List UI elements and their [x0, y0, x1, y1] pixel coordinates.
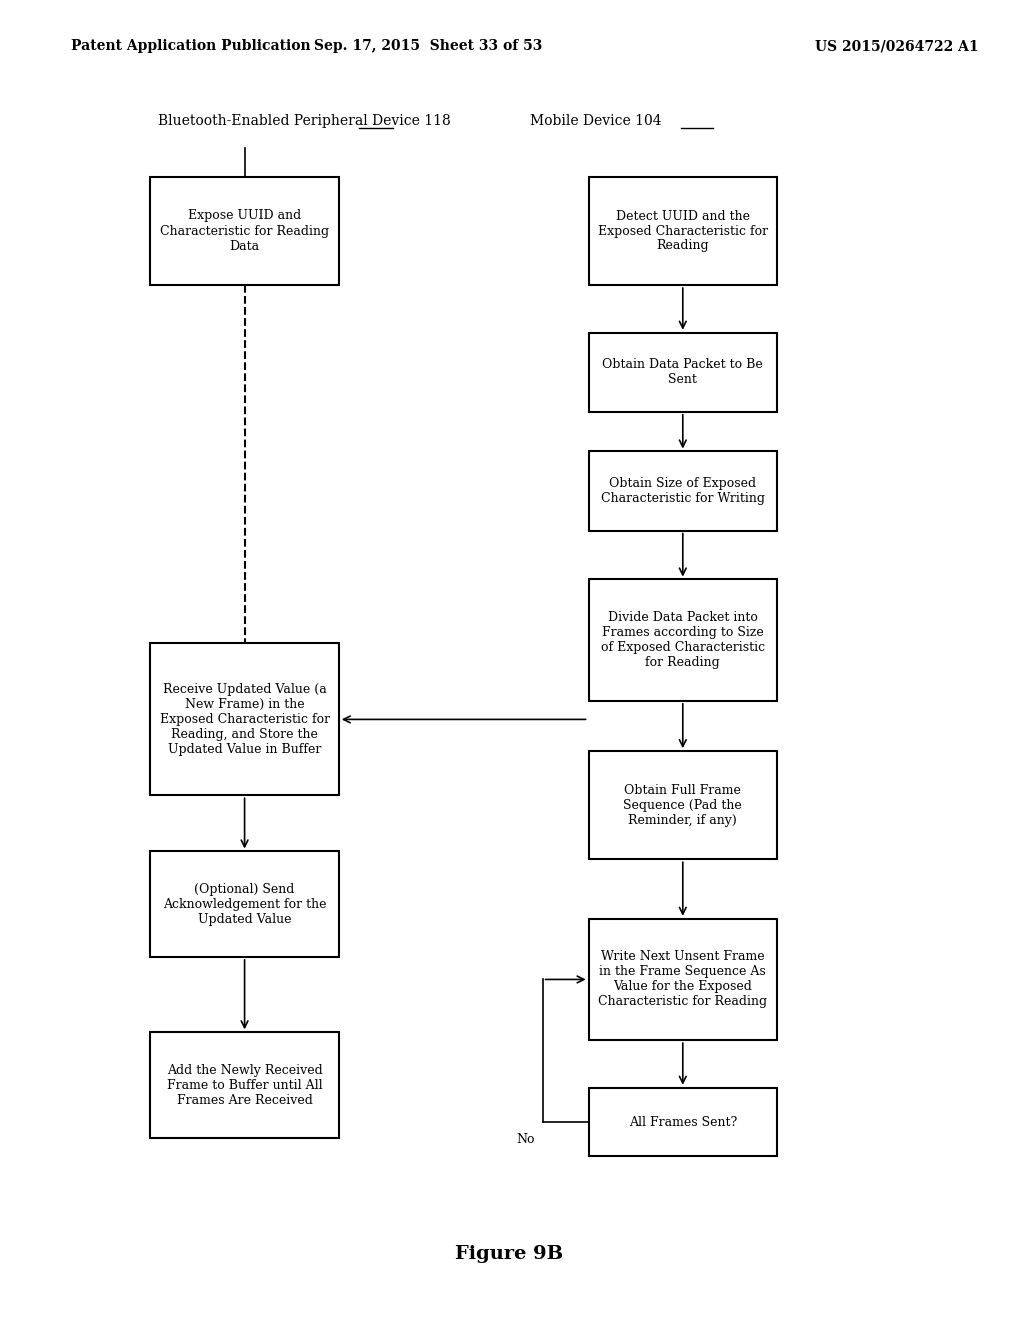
Text: US 2015/0264722 A1: US 2015/0264722 A1: [815, 40, 979, 53]
Text: Write Next Unsent Frame
in the Frame Sequence As
Value for the Exposed
Character: Write Next Unsent Frame in the Frame Seq…: [598, 950, 767, 1008]
FancyBboxPatch shape: [151, 1032, 339, 1138]
FancyBboxPatch shape: [151, 851, 339, 957]
Text: (Optional) Send
Acknowledgement for the
Updated Value: (Optional) Send Acknowledgement for the …: [163, 883, 327, 925]
Text: Bluetooth-Enabled Peripheral Device 118: Bluetooth-Enabled Peripheral Device 118: [158, 115, 451, 128]
Text: Mobile Device 104: Mobile Device 104: [530, 115, 662, 128]
Text: No: No: [516, 1133, 535, 1146]
FancyBboxPatch shape: [589, 579, 777, 701]
Text: Receive Updated Value (a
New Frame) in the
Exposed Characteristic for
Reading, a: Receive Updated Value (a New Frame) in t…: [160, 682, 330, 756]
FancyBboxPatch shape: [589, 1088, 777, 1156]
Text: Detect UUID and the
Exposed Characteristic for
Reading: Detect UUID and the Exposed Characterist…: [598, 210, 768, 252]
Text: Expose UUID and
Characteristic for Reading
Data: Expose UUID and Characteristic for Readi…: [160, 210, 329, 252]
FancyBboxPatch shape: [589, 919, 777, 1040]
Text: Figure 9B: Figure 9B: [456, 1245, 563, 1263]
Text: Obtain Data Packet to Be
Sent: Obtain Data Packet to Be Sent: [602, 358, 763, 387]
Text: Add the Newly Received
Frame to Buffer until All
Frames Are Received: Add the Newly Received Frame to Buffer u…: [167, 1064, 323, 1106]
FancyBboxPatch shape: [151, 643, 339, 795]
FancyBboxPatch shape: [589, 751, 777, 859]
FancyBboxPatch shape: [151, 177, 339, 285]
FancyBboxPatch shape: [589, 333, 777, 412]
Text: Sep. 17, 2015  Sheet 33 of 53: Sep. 17, 2015 Sheet 33 of 53: [313, 40, 542, 53]
FancyBboxPatch shape: [589, 451, 777, 531]
Text: Patent Application Publication: Patent Application Publication: [72, 40, 311, 53]
Text: Obtain Full Frame
Sequence (Pad the
Reminder, if any): Obtain Full Frame Sequence (Pad the Remi…: [624, 784, 742, 826]
Text: Divide Data Packet into
Frames according to Size
of Exposed Characteristic
for R: Divide Data Packet into Frames according…: [601, 611, 765, 669]
Text: All Frames Sent?: All Frames Sent?: [629, 1115, 737, 1129]
FancyBboxPatch shape: [589, 177, 777, 285]
Text: Obtain Size of Exposed
Characteristic for Writing: Obtain Size of Exposed Characteristic fo…: [601, 477, 765, 506]
